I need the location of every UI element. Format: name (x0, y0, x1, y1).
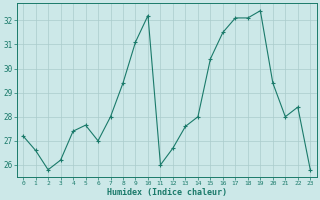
X-axis label: Humidex (Indice chaleur): Humidex (Indice chaleur) (107, 188, 227, 197)
